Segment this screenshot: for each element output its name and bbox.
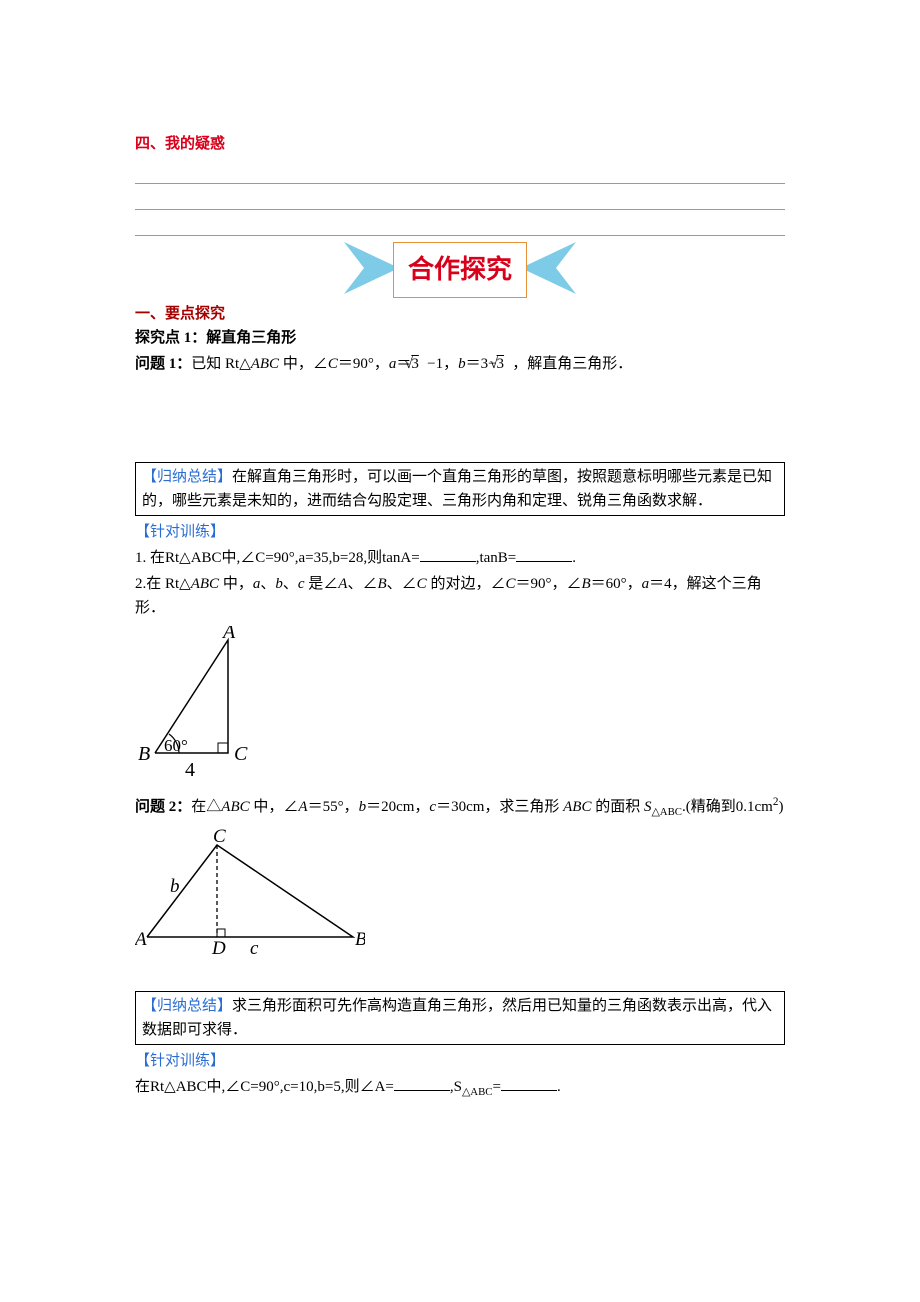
figure-1-triangle: A B C 60° 4 — [135, 626, 785, 789]
t1-1-end: . — [572, 550, 576, 566]
training-label: 【针对训练】 — [135, 1049, 785, 1073]
fig1-label-B: B — [138, 743, 150, 765]
summary-label: 【归纳总结】 — [142, 469, 232, 485]
summary-box-2: 【归纳总结】求三角形面积可先作高构造直角三角形，然后用已知量的三角函数表示出高，… — [135, 991, 785, 1045]
t2-sub: △ABC — [462, 1086, 493, 1098]
figure-2-triangle: C A B D b c — [135, 827, 785, 965]
banner-label: 合作探究 — [393, 242, 527, 298]
training-1-1: 1. 在Rt△ABC中,∠C=90°,a=35,b=28,则tanA= ,tanB… — [135, 546, 785, 570]
blank-line — [135, 210, 785, 236]
explore-point-1-title: 探究点 1：解直角三角形 — [135, 326, 785, 350]
t2-end: . — [557, 1079, 561, 1095]
summary-box-1: 【归纳总结】在解直角三角形时，可以画一个直角三角形的草图，按照题意标明哪些元素是… — [135, 462, 785, 516]
fig2-label-c: c — [250, 938, 259, 957]
section-1-title: 一、要点探究 — [135, 302, 785, 326]
fig1-label-A: A — [221, 626, 236, 643]
work-space — [135, 378, 785, 458]
blank-field — [394, 1075, 450, 1091]
fig1-label-C: C — [234, 743, 248, 765]
blank-field — [501, 1075, 557, 1091]
t1-1-mid: ,tanB= — [476, 550, 517, 566]
page: 四、我的疑惑 合作探究 一、要点探究 探究点 1：解直角三角形 问题 1：已知 … — [0, 0, 920, 1203]
t1-2-text: 2.在 Rt△ABC 中，a、b、c 是∠A、∠B、∠C 的对边，∠C＝90°，… — [135, 576, 762, 616]
fig2-label-b: b — [170, 876, 180, 897]
q1-text: 已知 Rt△ABC 中，∠C＝90°，a＝3√−1，b＝3−3√，解直角三角形． — [191, 356, 632, 372]
blank-field — [420, 546, 476, 562]
training-1-2: 2.在 Rt△ABC 中，a、b、c 是∠A、∠B、∠C 的对边，∠C＝90°，… — [135, 572, 785, 620]
triangle-abc2-svg: C A B D b c — [135, 827, 365, 957]
fig2-label-B: B — [355, 929, 365, 950]
blank-field — [516, 546, 572, 562]
summary-label: 【归纳总结】 — [142, 998, 232, 1014]
problem-1: 问题 1：已知 Rt△ABC 中，∠C＝90°，a＝3√−1，b＝3−3√，解直… — [135, 352, 785, 376]
q2-label: 问题 2： — [135, 799, 191, 815]
t1-1-pre: 1. 在Rt△ABC中,∠C=90°,a=35,b=28,则tanA= — [135, 550, 420, 566]
banner-arrow-left — [344, 242, 399, 294]
triangle-abc-svg: A B C 60° 4 — [135, 626, 255, 781]
t2-pre: 在Rt△ABC中,∠C=90°,c=10,b=5,则∠A= — [135, 1079, 394, 1095]
banner-arrow-right — [521, 242, 576, 294]
fig2-label-C: C — [213, 827, 226, 847]
q1-label: 问题 1： — [135, 356, 191, 372]
fig1-label-base: 4 — [185, 759, 195, 781]
t2-mid2: = — [493, 1079, 501, 1095]
problem-2: 问题 2：在△ABC 中，∠A＝55°，b＝20cm，c＝30cm，求三角形 A… — [135, 793, 785, 821]
blank-line — [135, 184, 785, 210]
fig1-label-angle: 60° — [164, 736, 188, 755]
training-label: 【针对训练】 — [135, 520, 785, 544]
summary-1-text: 在解直角三角形时，可以画一个直角三角形的草图，按照题意标明哪些元素是已知的，哪些… — [142, 469, 772, 509]
t2-mid: ,S — [450, 1079, 462, 1095]
banner: 合作探究 — [135, 242, 785, 298]
fig2-label-D: D — [211, 938, 226, 957]
section-4-title: 四、我的疑惑 — [135, 132, 785, 156]
fig2-label-A: A — [135, 929, 147, 950]
q2-text: 在△ABC 中，∠A＝55°，b＝20cm，c＝30cm，求三角形 ABC 的面… — [191, 799, 783, 815]
blank-line — [135, 158, 785, 184]
summary-2-text: 求三角形面积可先作高构造直角三角形，然后用已知量的三角函数表示出高，代入数据即可… — [142, 998, 772, 1038]
training-2: 在Rt△ABC中,∠C=90°,c=10,b=5,则∠A= ,S△ABC=. — [135, 1075, 785, 1101]
spacer — [135, 969, 785, 987]
